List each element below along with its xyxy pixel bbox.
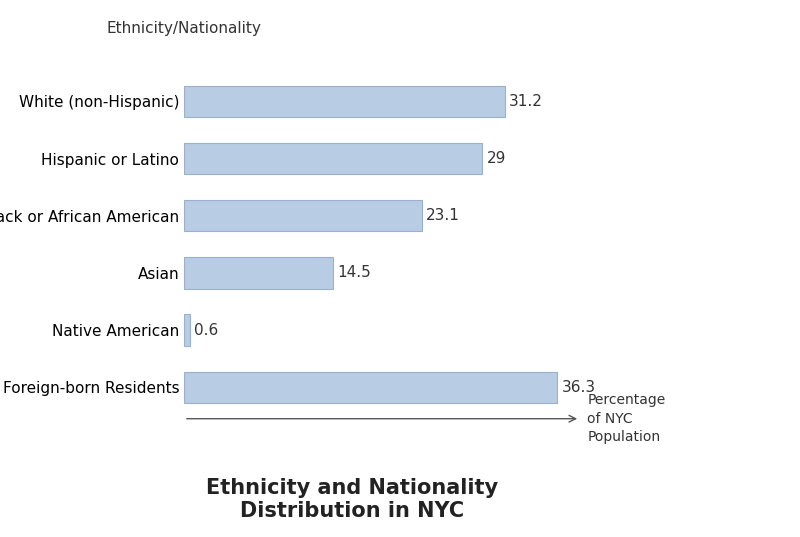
Text: 0.6: 0.6 xyxy=(194,323,218,338)
Bar xyxy=(184,200,422,231)
Bar xyxy=(184,257,333,289)
Text: Percentage
of NYC
Population: Percentage of NYC Population xyxy=(587,393,666,444)
Bar xyxy=(184,372,558,403)
Text: Ethnicity/Nationality: Ethnicity/Nationality xyxy=(106,20,262,35)
Text: 36.3: 36.3 xyxy=(562,380,596,395)
Text: 23.1: 23.1 xyxy=(426,208,459,223)
Text: 29: 29 xyxy=(486,151,506,166)
Bar xyxy=(184,86,505,117)
Bar xyxy=(184,143,482,175)
Text: 14.5: 14.5 xyxy=(338,265,371,280)
Bar xyxy=(184,314,190,346)
Text: 31.2: 31.2 xyxy=(509,94,543,109)
Text: Ethnicity and Nationality
Distribution in NYC: Ethnicity and Nationality Distribution i… xyxy=(206,478,498,521)
